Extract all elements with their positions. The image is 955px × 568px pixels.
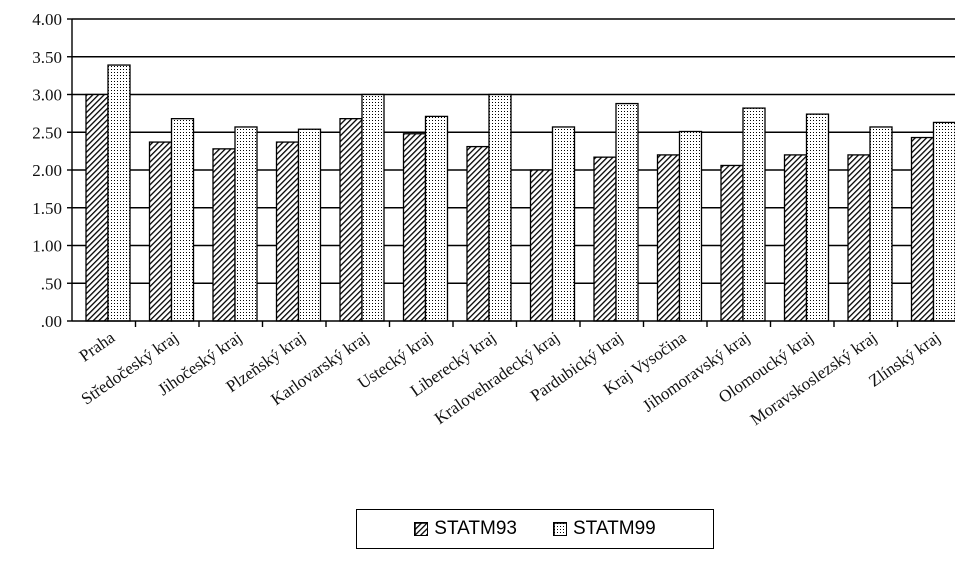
bar-statm93	[85, 93, 109, 322]
legend-label-statm99: STATM99	[573, 518, 656, 539]
y-tick-label: 3.50	[32, 48, 62, 67]
y-tick-label: .00	[41, 312, 62, 331]
bar-statm99	[742, 107, 766, 322]
bar-statm99	[234, 126, 258, 322]
bar-statm93	[212, 148, 236, 322]
x-tick-label: Zlínský kraj	[865, 328, 944, 391]
bar-statm93	[847, 154, 871, 322]
legend-item-statm99: STATM99	[553, 518, 656, 540]
bar-statm93	[593, 156, 617, 322]
bar-statm93	[910, 136, 935, 322]
x-tick-label: Jihomoravský kraj	[639, 328, 753, 416]
bar-statm93	[783, 154, 808, 322]
bar-statm93	[148, 141, 173, 322]
axes	[67, 18, 955, 327]
legend: STATM93 STATM99	[356, 509, 714, 549]
bar-statm99	[551, 126, 576, 322]
bar-statm99	[488, 93, 512, 322]
bar-statm93	[656, 154, 681, 322]
y-tick-label: .50	[41, 274, 62, 293]
legend-item-statm93: STATM93	[414, 518, 517, 540]
bar-statm99	[107, 64, 131, 322]
bar-statm93	[275, 141, 300, 322]
x-tick-label: Praha	[76, 327, 119, 365]
bar-statm93	[529, 169, 554, 322]
dot-swatch-icon	[553, 522, 567, 536]
bar-chart: 4.003.503.002.502.001.501.00.50.00PrahaS…	[32, 10, 955, 429]
y-tick-label: 1.00	[32, 237, 62, 256]
y-tick-label: 2.50	[32, 123, 62, 142]
bar-statm99	[615, 102, 639, 322]
y-tick-label: 2.00	[32, 161, 62, 180]
y-tick-label: 3.00	[32, 86, 62, 105]
bar-statm99	[361, 93, 385, 322]
bar-statm99	[424, 115, 449, 322]
bar-statm93	[466, 145, 490, 322]
bar-statm99	[678, 130, 703, 322]
y-tick-label: 4.00	[32, 10, 62, 29]
bar-statm99	[869, 126, 893, 322]
bar-statm99	[297, 128, 322, 322]
bar-statm99	[805, 113, 830, 322]
legend-label-statm93: STATM93	[434, 518, 517, 539]
hatch-swatch-icon	[414, 522, 429, 536]
bar-statm93	[339, 118, 363, 322]
bar-statm99	[932, 121, 955, 322]
y-tick-label: 1.50	[32, 199, 62, 218]
bar-statm93	[402, 133, 427, 322]
bar-statm99	[170, 118, 195, 322]
bar-statm93	[720, 164, 744, 322]
